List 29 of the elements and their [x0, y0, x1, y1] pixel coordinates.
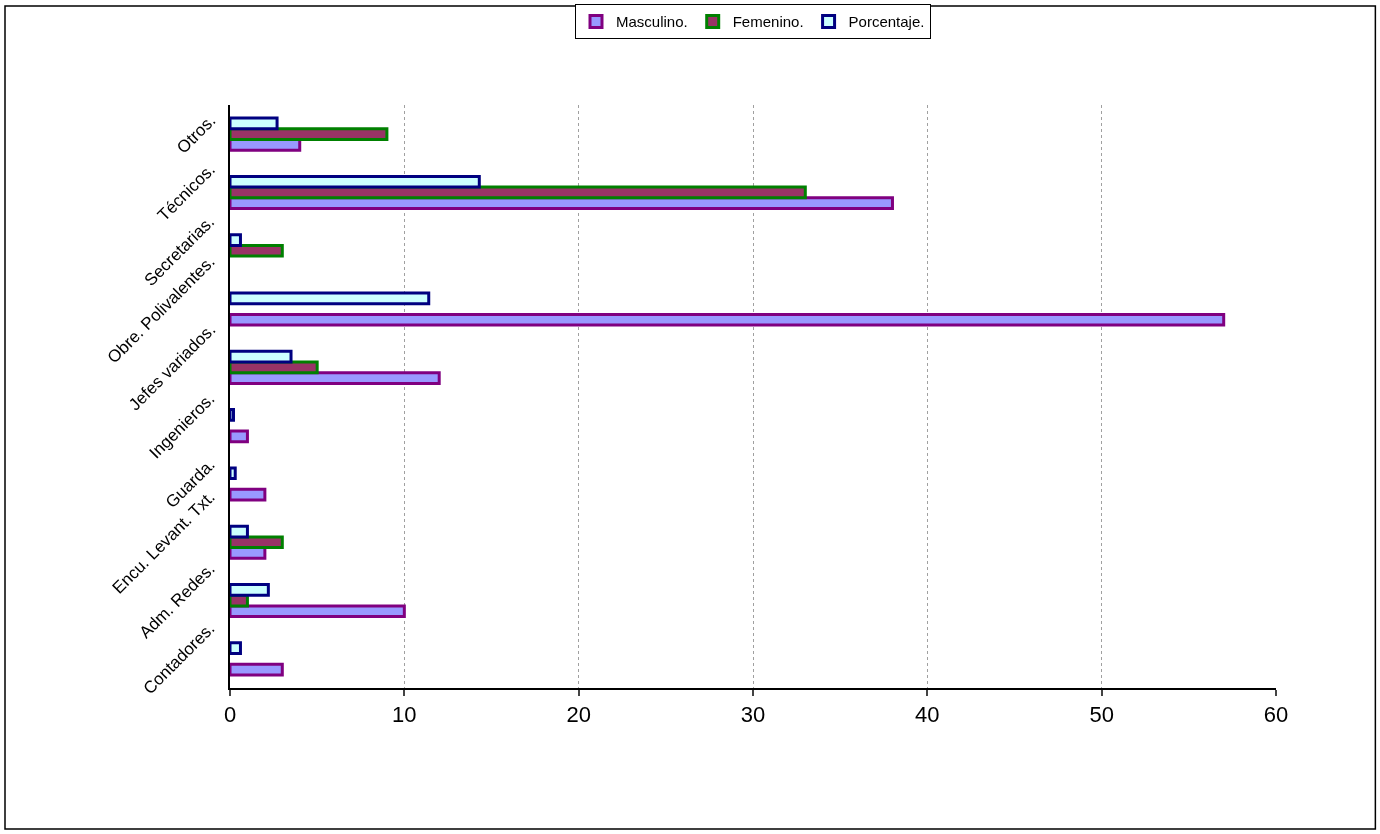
x-tick-label: 0	[223, 702, 237, 728]
bar	[230, 466, 237, 481]
x-tick-label: 60	[1263, 702, 1289, 728]
bar	[230, 429, 249, 444]
legend-label: Masculino.	[616, 13, 688, 31]
bar	[230, 349, 293, 364]
x-tick-label: 40	[915, 702, 940, 728]
bar	[230, 535, 284, 550]
legend-label: Femenino.	[732, 13, 804, 31]
bar	[230, 291, 431, 306]
bar	[230, 641, 242, 656]
bar	[230, 174, 481, 189]
x-tick-label: 20	[566, 702, 591, 728]
bar	[230, 487, 267, 502]
bar	[230, 116, 279, 131]
bar	[230, 233, 242, 247]
bar	[230, 127, 389, 141]
legend-label: Porcentaje.	[848, 13, 925, 31]
bar	[230, 583, 270, 597]
bar	[230, 662, 284, 677]
bar	[230, 243, 284, 258]
bar	[230, 312, 1226, 327]
bar	[230, 408, 235, 422]
bar	[230, 604, 406, 619]
x-tick-label: 10	[392, 702, 417, 728]
bar	[230, 371, 441, 385]
bar	[230, 524, 249, 539]
x-tick-label: 30	[740, 702, 766, 728]
x-tick-label: 50	[1089, 702, 1114, 728]
